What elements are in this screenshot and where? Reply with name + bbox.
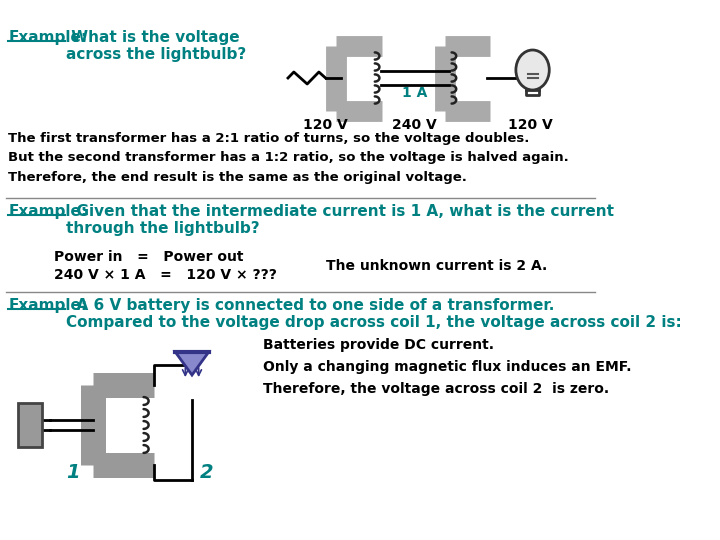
Circle shape bbox=[516, 50, 549, 90]
Text: 120 V: 120 V bbox=[508, 118, 552, 132]
Text: The unknown current is 2 A.: The unknown current is 2 A. bbox=[325, 259, 546, 273]
Polygon shape bbox=[175, 352, 209, 375]
Text: What is the voltage
across the lightbulb?: What is the voltage across the lightbulb… bbox=[66, 30, 246, 63]
Text: A 6 V battery is connected to one side of a transformer.
Compared to the voltage: A 6 V battery is connected to one side o… bbox=[66, 298, 682, 330]
Text: 240 V × 1 A   =   120 V × ???: 240 V × 1 A = 120 V × ??? bbox=[54, 268, 277, 282]
Text: 240 V: 240 V bbox=[392, 118, 437, 132]
Text: Example:: Example: bbox=[9, 204, 87, 219]
Text: Therefore, the voltage across coil 2  is zero.: Therefore, the voltage across coil 2 is … bbox=[263, 382, 609, 396]
Text: The first transformer has a 2:1 ratio of turns, so the voltage doubles.
But the : The first transformer has a 2:1 ratio of… bbox=[9, 132, 569, 184]
Text: 1 A: 1 A bbox=[402, 86, 428, 100]
Text: Only a changing magnetic flux induces an EMF.: Only a changing magnetic flux induces an… bbox=[263, 360, 631, 374]
Text: Batteries provide DC current.: Batteries provide DC current. bbox=[263, 338, 494, 352]
Text: Example:: Example: bbox=[9, 298, 87, 313]
Text: Example:: Example: bbox=[9, 30, 87, 45]
Text: Given that the intermediate current is 1 A, what is the current
through the ligh: Given that the intermediate current is 1… bbox=[66, 204, 614, 237]
Text: Power in   =   Power out: Power in = Power out bbox=[54, 250, 244, 264]
FancyBboxPatch shape bbox=[19, 403, 42, 447]
Text: 1: 1 bbox=[67, 462, 80, 482]
Text: 120 V: 120 V bbox=[303, 118, 348, 132]
Text: 2: 2 bbox=[200, 462, 214, 482]
